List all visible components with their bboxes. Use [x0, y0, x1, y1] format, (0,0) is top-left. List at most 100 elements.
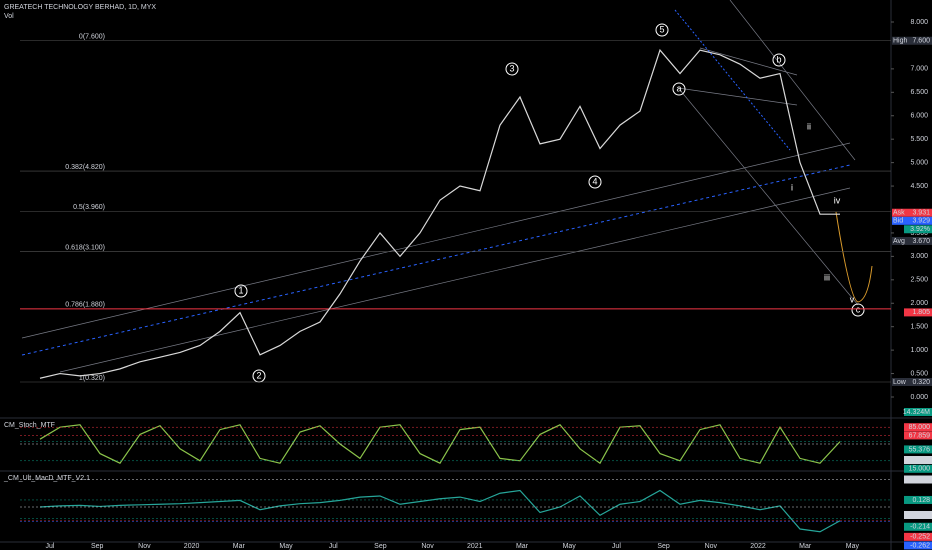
wave-label: 1	[238, 285, 243, 295]
chart-title: GREATECH TECHNOLOGY BERHAD, 1D, MYX	[4, 4, 156, 11]
badge-value: 3.92%	[910, 226, 930, 233]
badge-value: 3.931	[912, 210, 930, 217]
level-badge	[904, 495, 932, 504]
y-tick-label: 5.500	[910, 136, 928, 143]
macd-line	[39, 489, 841, 533]
badge-value: 1.805	[912, 309, 930, 316]
level-value: 15.000	[909, 466, 931, 473]
y-tick-label: 0.000	[910, 394, 928, 401]
projection	[835, 211, 873, 303]
y-tick-label: 7.000	[910, 66, 928, 73]
level-badge	[904, 464, 932, 473]
wave-label: 5	[659, 24, 664, 34]
level-badge	[904, 522, 932, 531]
price-badge	[904, 308, 932, 317]
y-tick-label: 2.000	[910, 300, 928, 307]
x-tick-label: Mar	[799, 543, 812, 550]
x-tick-label: Jul	[46, 543, 55, 550]
wave-label: iii	[824, 272, 830, 282]
level-badge	[904, 541, 932, 550]
wave-label: iv	[834, 195, 841, 205]
price-badge	[892, 36, 932, 45]
y-tick-label: 3.500	[910, 230, 928, 237]
volume-label: Vol	[4, 13, 14, 20]
level-value: 55.376	[909, 446, 931, 453]
wave-label: v	[850, 294, 855, 304]
y-tick-label: 6.000	[910, 113, 928, 120]
level-value: 0.128	[912, 497, 930, 504]
fib-label: 1(0.320)	[79, 375, 105, 382]
level-badge	[904, 423, 932, 432]
price-line	[39, 48, 840, 379]
y-tick-label: 5.000	[910, 159, 928, 166]
level-value: 50.000	[909, 457, 931, 464]
level-value: -0.262	[910, 542, 930, 549]
wave-label: b	[776, 54, 781, 64]
badge-value: 3.929	[912, 218, 930, 225]
volume-badge: 14.324M	[903, 409, 930, 416]
wave-label: a	[676, 83, 681, 93]
level-badge	[904, 445, 932, 454]
y-tick-label: 0.500	[910, 370, 928, 377]
x-tick-label: May	[563, 543, 577, 550]
badge-name: Low	[893, 379, 907, 386]
x-tick-label: May	[279, 543, 293, 550]
y-tick-label: 1.500	[910, 324, 928, 331]
level-value: 67.859	[909, 432, 931, 439]
y-tick-label: 6.500	[910, 89, 928, 96]
price-badge	[892, 208, 932, 217]
y-tick-label: 1.000	[910, 347, 928, 354]
level-badge	[904, 456, 932, 464]
level-value: -0.252	[910, 534, 930, 541]
wave-label: i	[791, 182, 793, 192]
y-tick-label: 4.500	[910, 183, 928, 190]
volume-badge-bg	[904, 408, 932, 416]
channels	[21, 0, 859, 373]
wave-label: 4	[592, 176, 597, 186]
badge-value: 0.320	[912, 379, 930, 386]
x-tick-label: Nov	[705, 543, 718, 550]
x-tick-label: 2022	[750, 543, 766, 550]
fib-label: 0.5(3.960)	[73, 204, 105, 211]
badge-name: Bid	[893, 218, 903, 225]
macd-title: _CM_Ult_MacD_MTF_V2.1	[3, 475, 90, 482]
level-value: 0.000	[912, 512, 930, 519]
fib-label: 0.618(3.100)	[65, 245, 105, 252]
x-tick-label: Sep	[657, 543, 670, 550]
level-badge	[904, 475, 932, 484]
level-badge	[904, 532, 932, 541]
badge-name: Ask	[893, 210, 905, 217]
x-tick-label: Nov	[421, 543, 434, 550]
x-tick-label: Nov	[138, 543, 151, 550]
price-badge	[892, 216, 932, 225]
price-badge	[904, 225, 932, 234]
badge-value: 3.670	[912, 238, 930, 245]
price-badge	[892, 236, 932, 245]
level-badge	[904, 511, 932, 519]
x-tick-label: Sep	[91, 543, 104, 550]
fib-label: 0(7.600)	[79, 34, 105, 41]
price-badge	[892, 378, 932, 386]
y-tick-label: 3.000	[910, 253, 928, 260]
fib-label: 0.786(1.880)	[65, 302, 105, 309]
x-tick-label: 2020	[184, 543, 200, 550]
wave-label: 2	[256, 370, 261, 380]
wave-label: ii	[807, 121, 811, 131]
y-tick-label: 2.500	[910, 277, 928, 284]
stoch-title: CM_Stoch_MTF	[4, 422, 55, 429]
x-tick-label: Mar	[516, 543, 529, 550]
level-value: -0.214	[910, 524, 930, 531]
fib-label: 0.382(4.820)	[65, 164, 105, 171]
y-tick-label: 8.000	[910, 19, 928, 26]
badge-value: 7.600	[912, 38, 930, 45]
level-value: 0.500	[912, 476, 930, 483]
stoch-line	[39, 424, 841, 465]
wave-label: 3	[509, 63, 514, 73]
x-tick-label: Sep	[374, 543, 387, 550]
badge-name: Avg	[893, 238, 905, 245]
x-tick-label: Jul	[329, 543, 338, 550]
x-tick-label: 2021	[467, 543, 483, 550]
badge-name: High	[893, 38, 908, 45]
